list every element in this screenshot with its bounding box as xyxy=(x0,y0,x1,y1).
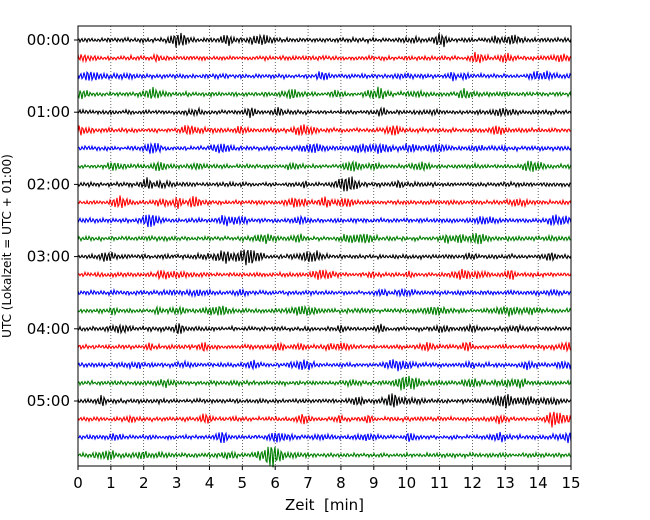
trace-line xyxy=(77,233,572,245)
trace-line xyxy=(77,340,572,353)
y-tick-label: 01:00 xyxy=(27,103,70,121)
x-tick-label: 14 xyxy=(529,474,548,492)
x-tick-label: 0 xyxy=(73,474,83,492)
x-axis: 0 1 2 3 4 5 6 7 8 9 10 11 12 13 14 15 xyxy=(73,466,581,492)
trace-line xyxy=(77,70,572,82)
trace-line xyxy=(77,195,572,209)
trace-line xyxy=(77,51,572,64)
x-tick-label: 5 xyxy=(238,474,248,492)
trace-line xyxy=(77,393,572,409)
trace-line xyxy=(77,431,572,444)
y-tick-label: 04:00 xyxy=(27,320,70,338)
trace-line xyxy=(77,359,572,372)
x-tick-label: 7 xyxy=(303,474,313,492)
trace-line xyxy=(77,323,572,335)
x-tick-label: 10 xyxy=(397,474,416,492)
trace-line xyxy=(77,375,572,391)
grid-lines xyxy=(110,26,539,466)
trace-line xyxy=(77,106,572,119)
x-tick-label: 3 xyxy=(172,474,182,492)
x-tick-label: 2 xyxy=(139,474,149,492)
y-tick-label: 00:00 xyxy=(27,31,70,49)
trace-line xyxy=(77,159,572,173)
y-axis-label: UTC (Lokalzeit = UTC + 01:00) xyxy=(0,154,14,338)
x-tick-label: 9 xyxy=(369,474,379,492)
x-tick-label: 1 xyxy=(106,474,116,492)
x-tick-label: 12 xyxy=(463,474,482,492)
x-tick-label: 11 xyxy=(430,474,449,492)
y-tick-label: 02:00 xyxy=(27,175,70,193)
x-tick-label: 6 xyxy=(270,474,280,492)
trace-line xyxy=(77,32,572,48)
x-tick-label: 4 xyxy=(205,474,215,492)
trace-line xyxy=(77,411,572,428)
trace-line xyxy=(77,214,572,228)
x-tick-label: 8 xyxy=(336,474,346,492)
trace-line xyxy=(77,304,572,317)
trace-line xyxy=(77,176,572,192)
x-tick-label: 13 xyxy=(496,474,515,492)
trace-line xyxy=(77,142,572,154)
trace-line xyxy=(77,124,572,137)
trace-line xyxy=(77,86,572,100)
x-tick-label: 15 xyxy=(561,474,580,492)
seismic-traces xyxy=(77,32,572,468)
trace-line xyxy=(77,249,572,266)
x-axis-label: Zeit [min] xyxy=(285,496,364,514)
y-axis: 00:00 01:00 02:00 03:00 04:00 05:00 xyxy=(27,31,78,410)
y-tick-label: 03:00 xyxy=(27,248,70,266)
trace-line xyxy=(77,446,572,468)
trace-line xyxy=(77,287,572,298)
plot-frame xyxy=(77,25,572,467)
trace-line xyxy=(77,268,572,281)
y-tick-label: 05:00 xyxy=(27,392,70,410)
